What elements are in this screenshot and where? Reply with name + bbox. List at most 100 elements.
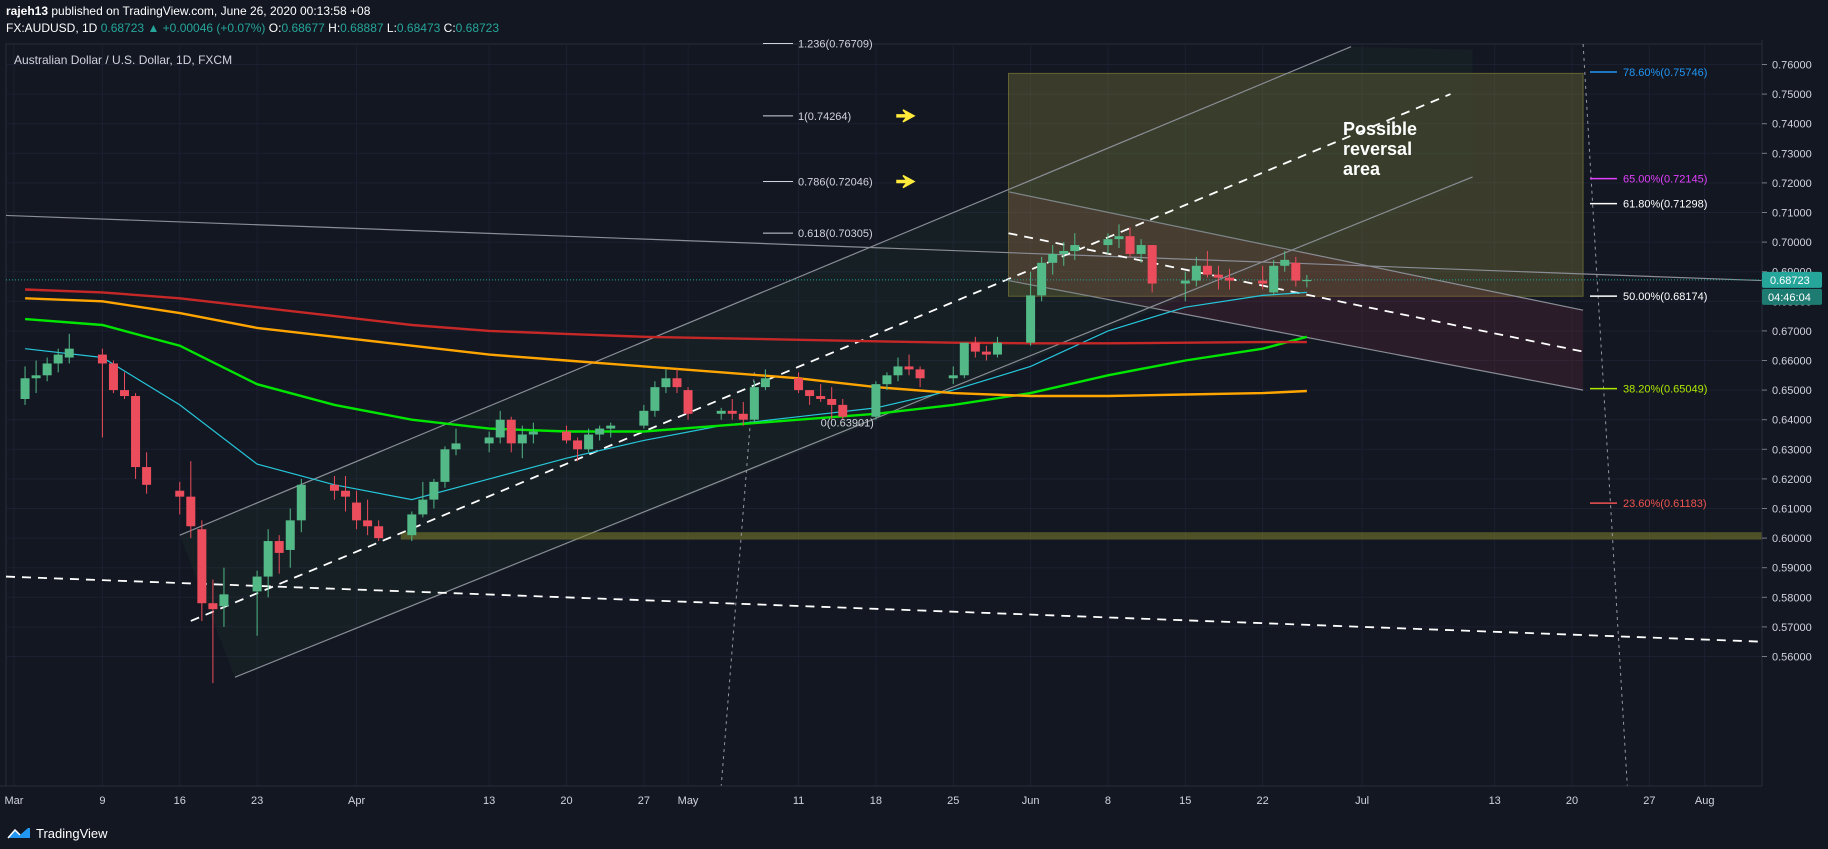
yellow-arrow-icon bbox=[896, 174, 916, 189]
support-band bbox=[400, 532, 1762, 540]
candle-body bbox=[838, 404, 848, 417]
candle bbox=[827, 387, 837, 420]
candle bbox=[871, 381, 881, 420]
candle-body bbox=[208, 603, 218, 610]
time-axis[interactable] bbox=[0, 786, 1828, 810]
low-value: 0.68473 bbox=[396, 21, 441, 35]
candle bbox=[263, 529, 273, 598]
candle bbox=[1037, 256, 1047, 302]
fib-extension-label: 1(0.74264) bbox=[798, 111, 851, 123]
annotation-text: area bbox=[1343, 159, 1381, 179]
candle bbox=[418, 481, 428, 518]
candle bbox=[1147, 245, 1157, 293]
vertical-dashed-1 bbox=[720, 372, 755, 786]
candle-body bbox=[1026, 295, 1036, 343]
moving-average-line bbox=[25, 297, 1307, 398]
candle-body bbox=[506, 419, 516, 444]
candle-body bbox=[484, 437, 494, 444]
tradingview-logo-icon bbox=[7, 828, 30, 839]
candle bbox=[274, 535, 284, 574]
candle-body bbox=[981, 351, 991, 355]
candle bbox=[749, 381, 759, 423]
candle-body bbox=[904, 366, 914, 370]
candle bbox=[1070, 233, 1080, 260]
candle-body bbox=[20, 378, 30, 399]
candle-body bbox=[120, 390, 129, 397]
close-label: C: bbox=[443, 21, 456, 35]
candle-body bbox=[131, 396, 141, 468]
author-name[interactable]: rajeh13 bbox=[6, 4, 49, 18]
candle-body bbox=[1213, 274, 1223, 278]
y-tick-label: 0.62000 bbox=[1772, 474, 1812, 486]
candle bbox=[738, 401, 748, 426]
price-tags: 0.68723 04:46:04 bbox=[1762, 271, 1822, 305]
candle bbox=[1048, 245, 1058, 275]
y-tick-label: 0.65000 bbox=[1772, 385, 1812, 397]
candle-body bbox=[31, 375, 41, 379]
y-tick-label: 0.64000 bbox=[1772, 415, 1812, 427]
close-value: 0.68723 bbox=[455, 21, 500, 35]
candle-body bbox=[606, 425, 616, 429]
candle bbox=[186, 461, 196, 539]
candle-body bbox=[794, 378, 804, 391]
candle bbox=[285, 508, 295, 568]
candle-body bbox=[650, 387, 660, 411]
candle bbox=[882, 372, 892, 391]
y-tick-label: 0.58000 bbox=[1772, 592, 1812, 604]
candle-body bbox=[882, 375, 892, 385]
candle-body bbox=[517, 434, 527, 444]
candle bbox=[429, 478, 439, 509]
candle bbox=[440, 446, 450, 488]
candle bbox=[1114, 224, 1124, 249]
candle bbox=[727, 398, 737, 420]
candle bbox=[197, 520, 207, 621]
descending-channel-fill bbox=[1008, 191, 1584, 391]
candle-body bbox=[274, 541, 284, 553]
y-tick-label: 0.56000 bbox=[1772, 652, 1812, 664]
y-tick-label: 0.67000 bbox=[1772, 326, 1812, 338]
y-tick-label: 0.76000 bbox=[1772, 60, 1812, 72]
candle bbox=[296, 478, 306, 533]
candle-body bbox=[871, 384, 881, 417]
countdown-tag-text: 04:46:04 bbox=[1768, 292, 1811, 304]
candle bbox=[584, 428, 594, 453]
candle bbox=[208, 579, 218, 684]
fib-extension-label: 1.236(0.76709) bbox=[798, 39, 873, 51]
candle bbox=[595, 425, 605, 441]
candle-body bbox=[495, 419, 505, 438]
candle-body bbox=[285, 520, 295, 550]
candle bbox=[407, 511, 417, 542]
x-tick-label: 9 bbox=[99, 795, 105, 807]
tradingview-brand[interactable]: TradingView bbox=[6, 825, 108, 841]
candle bbox=[142, 452, 152, 494]
candle-body bbox=[341, 490, 350, 497]
candle-body bbox=[263, 541, 273, 577]
candle-body bbox=[374, 526, 384, 539]
candle-body bbox=[1037, 262, 1047, 296]
x-tick-label: 11 bbox=[793, 795, 804, 807]
candle-body bbox=[175, 490, 185, 497]
candle-body bbox=[716, 410, 726, 414]
price-axis[interactable] bbox=[1762, 40, 1828, 790]
fib-retracement-label: 61.80%(0.71298) bbox=[1623, 199, 1707, 211]
ascending-channel-fill bbox=[179, 46, 1473, 678]
fib-retracement-label: 23.60%(0.61183) bbox=[1623, 498, 1707, 510]
candle bbox=[120, 372, 129, 399]
candle-body bbox=[1258, 280, 1268, 284]
candle bbox=[219, 567, 229, 627]
y-tick-label: 0.63000 bbox=[1772, 444, 1812, 456]
descending-channel-lower bbox=[1008, 279, 1584, 391]
ascending-channel-upper bbox=[179, 46, 1352, 536]
yellow-arrow-icon bbox=[896, 109, 916, 123]
x-tick-label: 27 bbox=[1643, 795, 1655, 807]
current-price-tag bbox=[1762, 271, 1822, 288]
candle bbox=[1280, 250, 1290, 272]
candle bbox=[716, 407, 726, 420]
x-tick-label: Aug bbox=[1695, 795, 1715, 807]
fib-retracement-label: 38.20%(0.65049) bbox=[1623, 384, 1707, 396]
candle-body bbox=[827, 398, 837, 405]
candle-body bbox=[1202, 265, 1212, 275]
triangle-up-icon: ▲ bbox=[147, 21, 160, 35]
publish-info: rajeh13 published on TradingView.com, Ju… bbox=[6, 4, 370, 18]
